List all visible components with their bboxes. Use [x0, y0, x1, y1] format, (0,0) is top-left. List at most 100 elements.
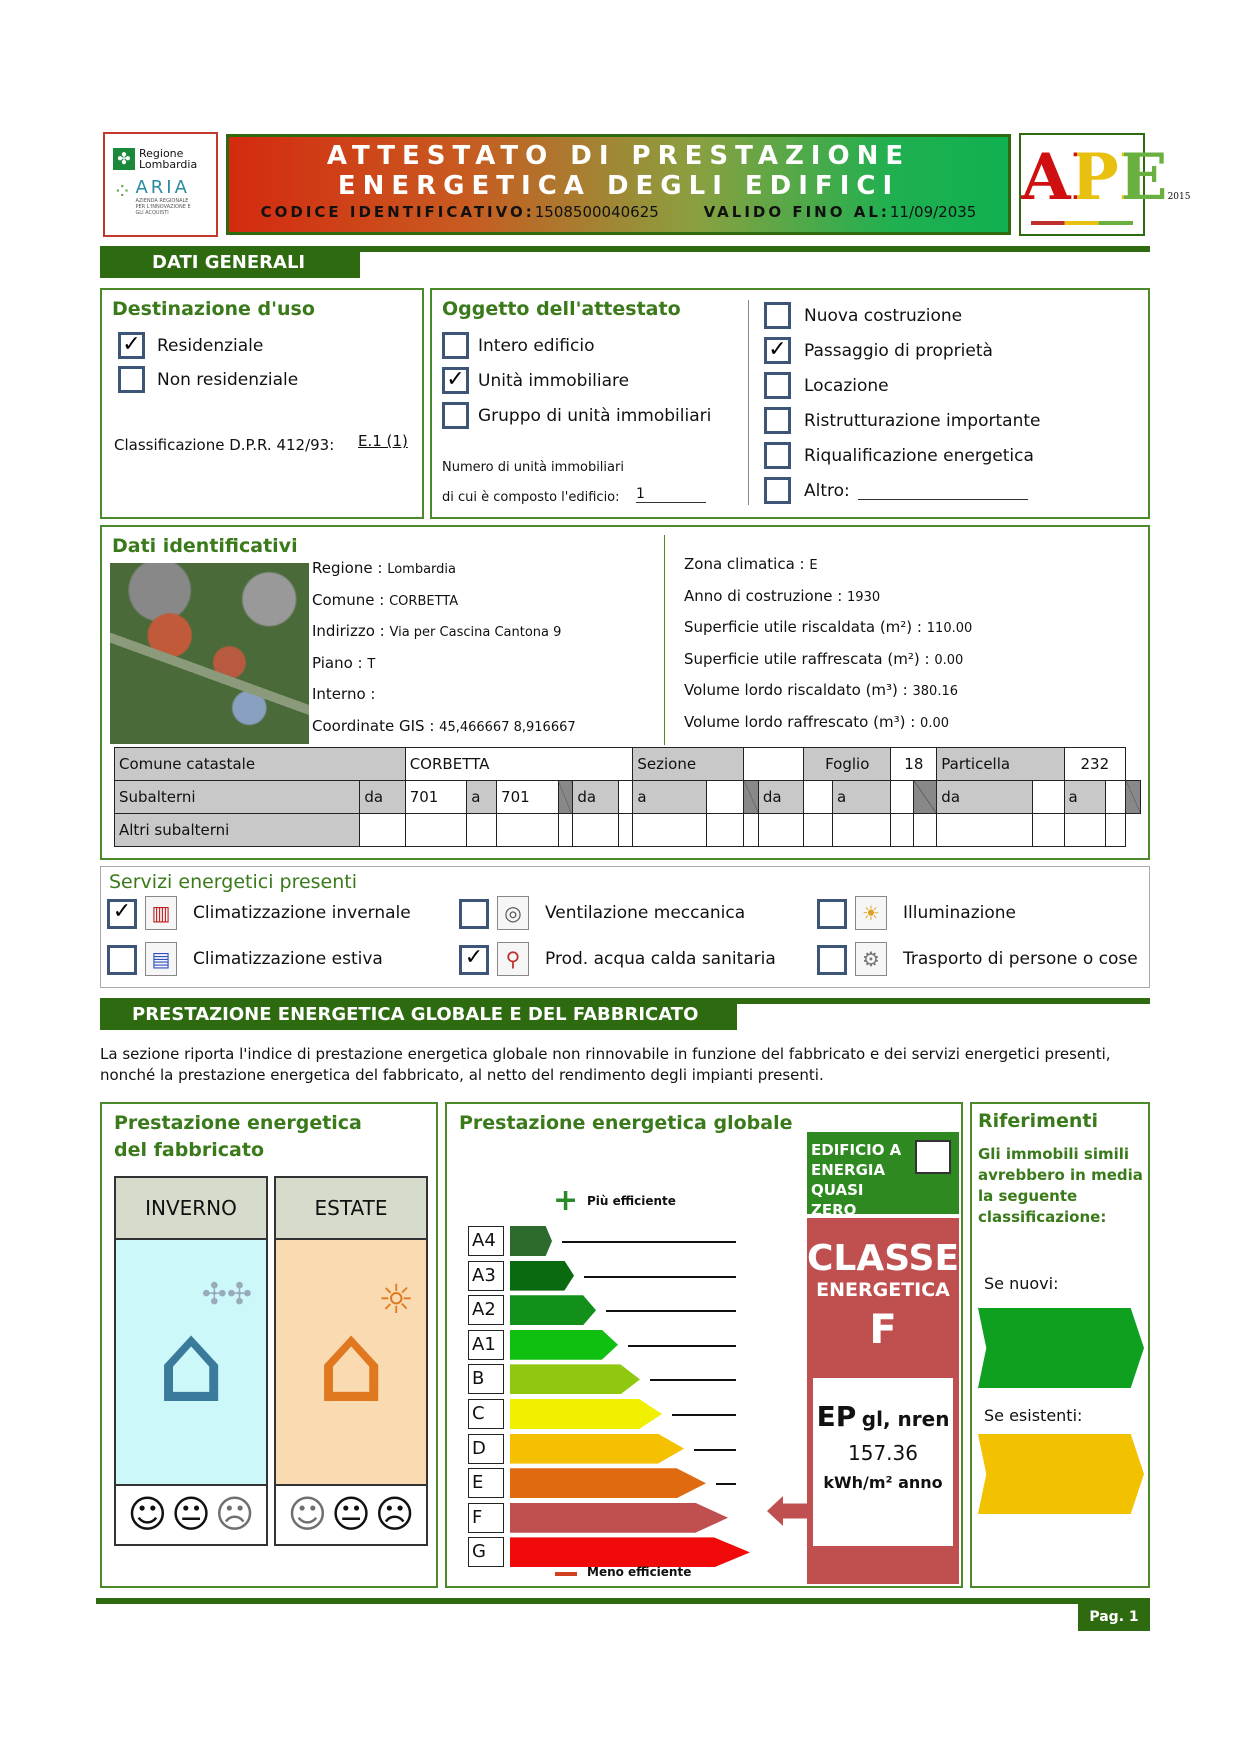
motivo-checkbox[interactable] — [764, 477, 791, 504]
class-label-F: F — [468, 1502, 504, 1533]
dati-generali-tab: DATI GENERALI — [100, 248, 360, 278]
title-line-2: ENERGETICA DEGLI EDIFICI — [337, 171, 900, 201]
radiator-icon: ▥ — [145, 896, 177, 930]
ape-logo: APE2015 — [1019, 133, 1190, 236]
identificativo-field: Volume lordo raffrescato (m³) : 0.00 — [684, 712, 949, 731]
motivo-checkbox[interactable] — [764, 442, 791, 469]
class-label-E: E — [468, 1468, 504, 1499]
servizio-checkbox[interactable]: ✓ — [107, 899, 137, 929]
class-bar-G — [510, 1537, 750, 1568]
identificativo-field: Anno di costruzione : 1930 — [684, 586, 881, 605]
aria-logo: ⁘ ARIA AZIENDA REGIONALE PER L'INNOVAZIO… — [113, 178, 208, 217]
gear-icon: ⚙ — [855, 942, 887, 976]
motivo-checkbox[interactable]: ✓ — [764, 337, 791, 364]
prestazione-tab: PRESTAZIONE ENERGETICA GLOBALE E DEL FAB… — [100, 1000, 737, 1030]
class-label-A1: A1 — [468, 1329, 504, 1360]
code-row: CODICE IDENTIFICATIVO:1508500040625 VALI… — [260, 203, 977, 221]
title-line-1: ATTESTATO DI PRESTAZIONE — [326, 141, 911, 171]
servizi-box: Servizi energetici presenti ✓ ▥ Climatizza… — [100, 866, 1150, 988]
aria-logo-icon: ⁘ — [113, 180, 132, 205]
servizio-checkbox[interactable] — [459, 899, 489, 929]
servizio-checkbox[interactable] — [817, 899, 847, 929]
identificativo-field: Zona climatica : E — [684, 555, 818, 573]
identificativo-field: Piano : T — [312, 653, 376, 672]
identificativo-field: Superficie utile riscaldata (m²) : 110.0… — [684, 618, 973, 636]
motivo-checkbox[interactable] — [764, 302, 791, 329]
class-label-G: G — [468, 1537, 504, 1568]
class-label-C: C — [468, 1399, 504, 1429]
class-line — [562, 1241, 736, 1243]
plus-icon: + — [553, 1183, 579, 1218]
classe-box: CLASSE ENERGETICA F EP gl, nren 157.36 k… — [807, 1218, 959, 1584]
regione-lombardia-logo: ✤ Regione Lombardia — [113, 148, 208, 170]
servizio-checkbox[interactable] — [107, 945, 137, 975]
oggetto-box: Oggetto dell'attestato Intero edificio ✓… — [430, 288, 1150, 519]
aria-logo-subtitle: AZIENDA REGIONALE PER L'INNOVAZIONE E GL… — [135, 198, 191, 216]
identificativi-box: Dati identificativi Regione : Lombardia C… — [100, 525, 1150, 860]
title-banner: ATTESTATO DI PRESTAZIONE ENERGETICA DEGL… — [226, 134, 1011, 235]
class-label-A2: A2 — [468, 1295, 504, 1326]
inverno-panel: INVERNO ⌂ ✣✣ ☺ 😐 ☹ — [114, 1176, 268, 1546]
class-line — [650, 1379, 736, 1382]
ep-value: 157.36 — [848, 1441, 918, 1465]
class-bar-F — [510, 1502, 728, 1533]
rating-faces: ☺ 😐 ☹ — [287, 1492, 415, 1536]
identificativo-field: Regione : Lombardia — [312, 559, 456, 577]
class-bar-C — [510, 1399, 662, 1429]
servizio-checkbox[interactable] — [817, 945, 847, 975]
air-conditioner-icon: ▤ — [145, 942, 177, 976]
divider — [748, 300, 749, 505]
servizio-checkbox[interactable]: ✓ — [459, 945, 489, 975]
snowflake-icon: ✣✣ — [201, 1277, 252, 1312]
esistenti-class-arrow — [978, 1434, 1144, 1514]
regione-logo-icon: ✤ — [113, 148, 135, 170]
satellite-photo — [110, 563, 309, 744]
intero-edificio-checkbox[interactable] — [442, 332, 469, 359]
sun-icon: ☼ — [378, 1277, 414, 1323]
class-bar-A3 — [510, 1260, 574, 1291]
tap-icon: ⚲ — [497, 942, 529, 976]
intro-text: La sezione riporta l'indice di prestazio… — [100, 1045, 1111, 1084]
class-bar-A1 — [510, 1329, 618, 1360]
non-residenziale-checkbox[interactable] — [118, 366, 145, 393]
summer-house-icon: ⌂ ☼ — [276, 1240, 426, 1486]
classe-value: F — [869, 1307, 897, 1353]
identificativo-field: Comune : CORBETTA — [312, 590, 459, 609]
identificativo-field: Coordinate GIS : 45,466667 8,916667 — [312, 716, 576, 735]
fan-icon: ◎ — [497, 896, 529, 930]
ape-logo-underline — [1031, 221, 1133, 225]
residenziale-checkbox[interactable]: ✓ — [118, 332, 145, 359]
nuovi-class-arrow — [978, 1308, 1144, 1388]
destinazione-box: Destinazione d'uso ✓ Residenziale Non re… — [100, 288, 424, 519]
class-label-A3: A3 — [468, 1260, 504, 1291]
gruppo-unita-checkbox[interactable] — [442, 402, 469, 429]
bulb-icon: ☀ — [855, 896, 887, 930]
class-line — [694, 1448, 736, 1451]
nzeb-checkbox[interactable] — [915, 1140, 951, 1174]
globale-box: Prestazione energetica globale + Più eff… — [445, 1102, 963, 1588]
fabbricato-box: Prestazione energetica del fabbricato IN… — [100, 1102, 438, 1588]
catasto-table: Comune catastale CORBETTA Sezione Foglio 18 P… — [113, 747, 1141, 847]
class-bar-E — [510, 1468, 706, 1499]
estate-panel: ESTATE ⌂ ☼ ☺ 😐 ☹ — [274, 1176, 428, 1546]
class-pointer-arrow — [767, 1496, 807, 1526]
page-number: Pag. 1 — [1078, 1603, 1150, 1631]
class-label-B: B — [468, 1364, 504, 1395]
identificativo-field: Volume lordo riscaldato (m³) : 380.16 — [684, 681, 958, 699]
logo-box: ✤ Regione Lombardia ⁘ ARIA AZIENDA REGIO… — [103, 132, 218, 237]
class-line — [716, 1483, 736, 1486]
unita-immobiliare-checkbox[interactable]: ✓ — [442, 367, 469, 394]
altro-field[interactable] — [858, 499, 1028, 500]
class-label-D: D — [468, 1433, 504, 1464]
class-line — [672, 1414, 736, 1416]
identificativo-field: Indirizzo : Via per Cascina Cantona 9 — [312, 622, 562, 640]
section-rule — [100, 246, 1150, 252]
motivo-checkbox[interactable] — [764, 407, 791, 434]
class-line — [606, 1310, 736, 1313]
motivo-checkbox[interactable] — [764, 372, 791, 399]
class-bar-A2 — [510, 1295, 596, 1326]
class-line — [584, 1275, 736, 1278]
identificativo-field: Superficie utile raffrescata (m²) : 0.00 — [684, 649, 964, 668]
class-bar-D — [510, 1433, 684, 1464]
class-label-A4: A4 — [468, 1226, 504, 1256]
